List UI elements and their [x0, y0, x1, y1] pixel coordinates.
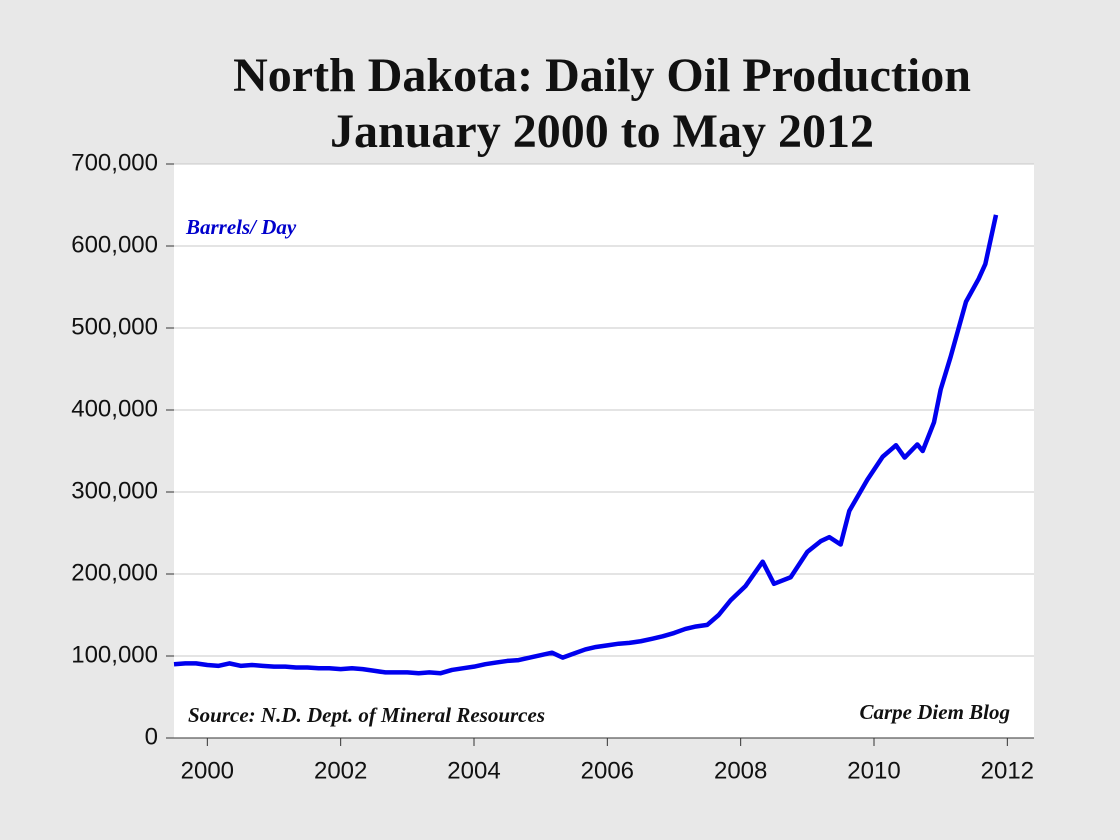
annotation: Barrels/ Day	[185, 215, 297, 239]
x-tick-label: 2002	[314, 757, 367, 784]
y-tick-label: 200,000	[71, 559, 158, 586]
chart-subtitle: January 2000 to May 2012	[330, 105, 874, 158]
x-tick-label: 2004	[447, 757, 500, 784]
chart-title: North Dakota: Daily Oil Production	[233, 49, 971, 102]
y-tick-label: 400,000	[71, 395, 158, 422]
y-tick-label: 0	[145, 723, 158, 750]
x-tick-label: 2010	[847, 757, 900, 784]
x-tick-label: 2012	[981, 757, 1034, 784]
y-tick-label: 500,000	[71, 313, 158, 340]
y-tick-label: 100,000	[71, 641, 158, 668]
x-tick-label: 2006	[581, 757, 634, 784]
plot-area	[174, 164, 1034, 738]
x-tick-label: 2000	[181, 757, 234, 784]
x-tick-label: 2008	[714, 757, 767, 784]
y-tick-label: 700,000	[71, 149, 158, 176]
annotation: Carpe Diem Blog	[860, 700, 1011, 724]
annotation: Source: N.D. Dept. of Mineral Resources	[188, 703, 545, 727]
data-line	[173, 214, 999, 676]
y-tick-label: 300,000	[71, 477, 158, 504]
y-tick-label: 600,000	[71, 231, 158, 258]
